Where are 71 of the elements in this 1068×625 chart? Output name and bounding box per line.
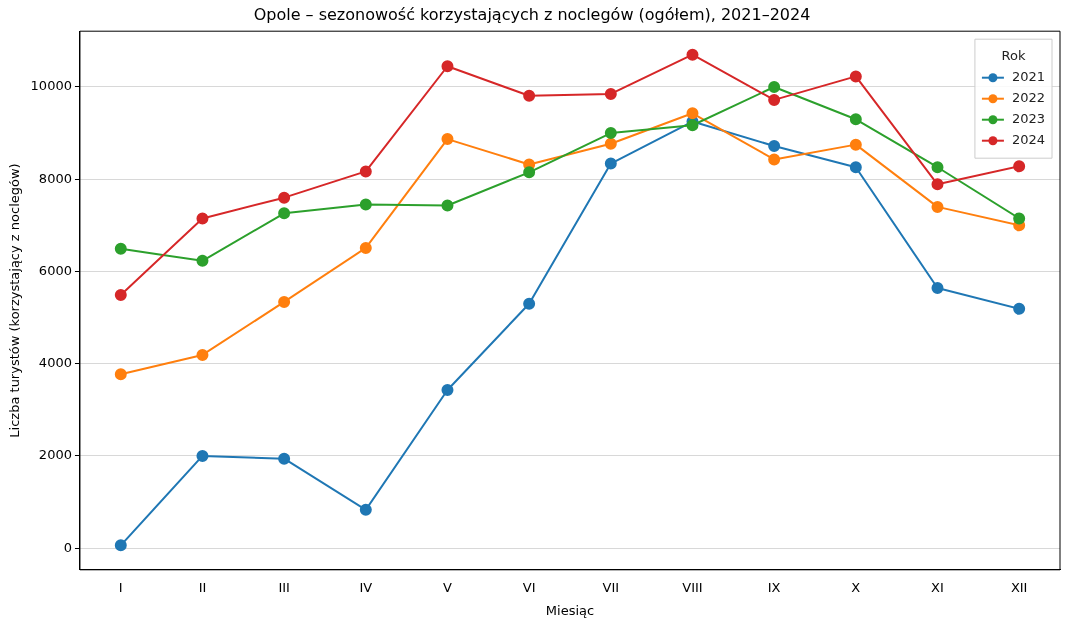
point: [849, 70, 862, 83]
point: [441, 383, 454, 396]
point: [441, 133, 454, 146]
point: [849, 161, 862, 174]
y-tick-label: 10000: [30, 78, 72, 94]
legend-title: Rok: [1001, 48, 1026, 64]
point: [196, 212, 209, 225]
point: [114, 288, 127, 301]
x-tick-label: V: [443, 579, 453, 595]
point: [931, 178, 944, 191]
point: [1013, 302, 1026, 315]
x-axis-title: Miesiąc: [545, 602, 595, 618]
point: [931, 282, 944, 295]
point: [196, 449, 209, 462]
chart-title: Opole – sezonowość korzystających z noclegów (ogółem), 2021–2024: [253, 4, 811, 24]
y-tick-label: 6000: [38, 262, 72, 278]
point: [604, 127, 617, 140]
x-tick-label: X: [851, 579, 861, 595]
legend-label: 2023: [1011, 111, 1046, 127]
point: [441, 199, 454, 212]
x-tick-label: VIII: [682, 579, 703, 595]
point: [686, 107, 699, 120]
point: [441, 60, 454, 73]
x-tick-label: III: [278, 579, 290, 595]
point: [1013, 160, 1026, 173]
point: [768, 81, 781, 93]
point: [523, 89, 536, 102]
point: [686, 119, 699, 132]
point: [278, 191, 291, 204]
point: [278, 452, 291, 465]
legend-label: 2021: [1011, 69, 1046, 85]
y-tick-label: 8000: [38, 170, 72, 186]
x-tick-label: VI: [522, 579, 536, 595]
point: [768, 153, 781, 166]
point: [114, 368, 127, 381]
y-axis-title: Liczba turystów (korzystający z noclegów): [7, 163, 23, 438]
x-tick-label: VII: [602, 579, 620, 595]
point: [114, 242, 127, 255]
point: [1013, 212, 1026, 225]
y-tick-label: 2000: [38, 447, 72, 463]
point: [359, 241, 372, 254]
point: [523, 297, 536, 310]
point: [686, 48, 699, 61]
point: [196, 254, 209, 267]
x-tick-label: IV: [359, 579, 373, 595]
x-tick-label: I: [118, 579, 123, 595]
point: [523, 166, 536, 179]
point: [768, 140, 781, 153]
point: [931, 161, 944, 174]
point: [604, 157, 617, 170]
point: [359, 503, 372, 516]
point: [931, 200, 944, 213]
point: [604, 87, 617, 100]
x-tick-label: IX: [767, 579, 781, 595]
legend-label: 2024: [1011, 132, 1046, 148]
point: [768, 93, 781, 106]
point: [604, 137, 617, 150]
x-tick-label: II: [198, 579, 207, 595]
legend-label: 2022: [1011, 90, 1046, 106]
x-tick-label: XI: [931, 579, 944, 595]
point: [849, 138, 862, 151]
x-tick-label: XII: [1010, 579, 1028, 595]
y-tick-label: 4000: [38, 355, 72, 371]
y-tick-label: 0: [63, 539, 72, 555]
point: [114, 539, 127, 552]
point: [359, 165, 372, 178]
point: [359, 198, 372, 211]
point: [196, 348, 209, 361]
point: [278, 207, 291, 220]
point: [849, 113, 862, 126]
point: [278, 295, 291, 308]
